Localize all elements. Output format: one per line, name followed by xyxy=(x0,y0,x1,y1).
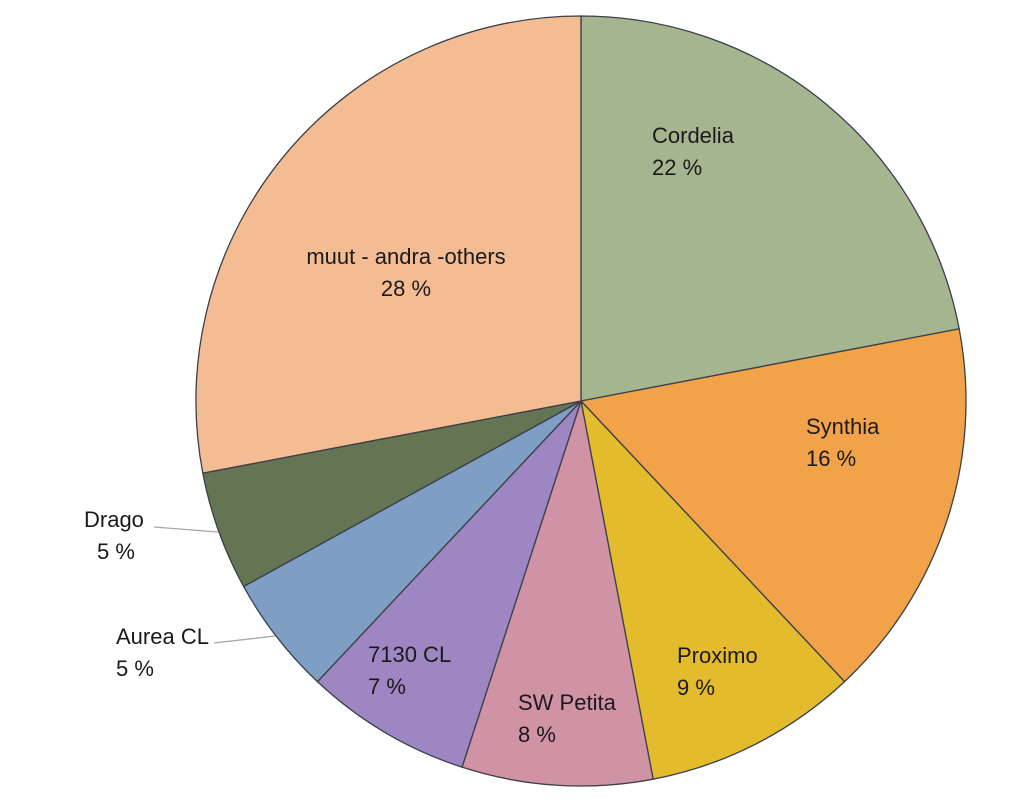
leader-line xyxy=(153,526,219,533)
slice-value-label: 5 % xyxy=(116,656,154,681)
slice-name-label: Aurea CL xyxy=(116,624,209,649)
slice-name-label: SW Petita xyxy=(518,690,617,715)
slice-name-label: Cordelia xyxy=(652,123,735,148)
pie-slice-synthia xyxy=(579,328,967,683)
slice-value-label: 8 % xyxy=(518,722,556,747)
slice-value-label: 7 % xyxy=(368,674,406,699)
pie-slice-cordelia xyxy=(580,15,960,402)
slice-name-label: 7130 CL xyxy=(368,642,451,667)
slice-name-label: Synthia xyxy=(806,414,880,439)
pie-slice-muut-andra-others xyxy=(195,15,582,474)
slice-name-label: muut - andra -others xyxy=(306,244,505,269)
slice-value-label: 16 % xyxy=(806,446,856,471)
slice-value-label: 5 % xyxy=(97,539,135,564)
slice-value-label: 9 % xyxy=(677,675,715,700)
leader-line xyxy=(213,635,276,644)
slice-value-label: 22 % xyxy=(652,155,702,180)
pie-slice-7130-cl xyxy=(316,400,582,768)
slice-value-label: 28 % xyxy=(381,276,431,301)
slice-name-label: Proximo xyxy=(677,643,758,668)
slice-name-label: Drago xyxy=(84,507,144,532)
pie-slice-proximo xyxy=(579,398,846,780)
pie-slice-sw-petita xyxy=(461,400,654,787)
